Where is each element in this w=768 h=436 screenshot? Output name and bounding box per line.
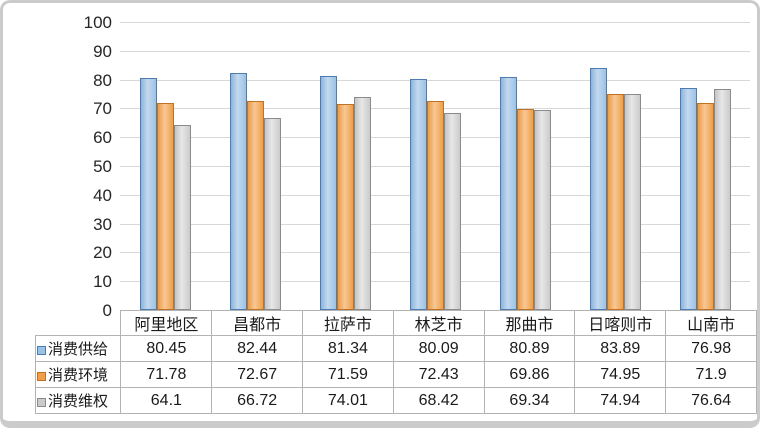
legend-cell: 消费环境 bbox=[34, 361, 122, 388]
value-cell: 69.86 bbox=[483, 361, 576, 388]
value-cell: 74.95 bbox=[574, 361, 667, 388]
value-cell: 80.89 bbox=[483, 335, 576, 362]
value-cell: 74.94 bbox=[574, 387, 667, 414]
y-tick-label: 90 bbox=[93, 42, 112, 61]
legend-series-name: 消费环境 bbox=[48, 367, 109, 384]
bar-消费供给-那曲市 bbox=[500, 77, 517, 310]
y-tick-label: 100 bbox=[83, 13, 112, 32]
table-corner-cell bbox=[36, 311, 121, 336]
bar-消费维权-拉萨市 bbox=[354, 97, 371, 310]
legend-series-name: 消费供给 bbox=[48, 341, 109, 358]
y-tick-label: 10 bbox=[93, 272, 112, 291]
value-cell: 69.34 bbox=[483, 387, 576, 414]
chart-panel: 0 10 20 30 40 50 60 70 80 90 100 阿里地区 昌都市 拉萨市 林芝市 那曲市日… bbox=[0, 0, 760, 428]
bar-消费供给-日喀则市 bbox=[590, 68, 607, 310]
bar-消费供给-山南市 bbox=[680, 88, 697, 310]
category-header-cell: 林芝市 bbox=[392, 310, 485, 336]
y-tick-label: 60 bbox=[93, 128, 112, 147]
y-tick-label: 70 bbox=[93, 99, 112, 118]
bar-消费维权-阿里地区 bbox=[174, 125, 191, 310]
value-cell: 80.45 bbox=[120, 335, 213, 362]
value-cell: 71.59 bbox=[302, 361, 394, 388]
category-header-cell: 山南市 bbox=[665, 310, 757, 336]
category-header-cell: 拉萨市 bbox=[302, 310, 394, 336]
value-cell: 72.67 bbox=[211, 361, 304, 388]
bar-消费供给-林芝市 bbox=[410, 79, 427, 310]
category-header-cell: 那曲市 bbox=[483, 310, 576, 336]
grid-line bbox=[120, 51, 750, 52]
value-cell: 76.64 bbox=[665, 387, 757, 414]
bar-消费环境-阿里地区 bbox=[157, 103, 174, 310]
legend-series-name: 消费维权 bbox=[48, 393, 109, 410]
bar-消费环境-山南市 bbox=[697, 103, 714, 310]
value-cell: 71.9 bbox=[665, 361, 757, 388]
bar-消费供给-拉萨市 bbox=[320, 76, 337, 310]
y-tick-label: 20 bbox=[93, 243, 112, 262]
plot-area: 0 10 20 30 40 50 60 70 80 90 100 bbox=[3, 3, 757, 421]
value-cell: 74.01 bbox=[302, 387, 394, 414]
legend-swatch-icon bbox=[37, 397, 46, 407]
value-cell: 83.89 bbox=[574, 335, 667, 362]
bar-消费维权-昌都市 bbox=[264, 118, 281, 310]
grid-line bbox=[120, 22, 750, 23]
category-header-cell: 阿里地区 bbox=[120, 310, 213, 336]
bar-消费维权-那曲市 bbox=[534, 110, 551, 310]
bar-消费环境-日喀则市 bbox=[607, 94, 624, 310]
value-cell: 68.42 bbox=[392, 387, 485, 414]
value-cell: 64.1 bbox=[120, 387, 213, 414]
legend-swatch-icon bbox=[37, 345, 46, 355]
bar-消费环境-那曲市 bbox=[517, 109, 534, 310]
clustered-bar-chart: 0 10 20 30 40 50 60 70 80 90 100 阿里地区 昌都市 拉萨市 林芝市 那曲市日… bbox=[3, 3, 757, 421]
value-cell: 80.09 bbox=[392, 335, 485, 362]
bar-消费环境-昌都市 bbox=[247, 101, 264, 310]
legend-swatch-icon bbox=[37, 371, 46, 381]
value-cell: 71.78 bbox=[120, 361, 213, 388]
value-cell: 72.43 bbox=[392, 361, 485, 388]
bar-消费维权-日喀则市 bbox=[624, 94, 641, 310]
y-tick-label: 30 bbox=[93, 215, 112, 234]
value-cell: 82.44 bbox=[211, 335, 304, 362]
y-tick-label: 0 bbox=[102, 301, 112, 320]
category-header-cell: 日喀则市 bbox=[574, 310, 667, 336]
table-row: 消费维权 64.1 66.72 74.01 68.42 69.34 74.94 76.64 bbox=[34, 387, 757, 414]
y-tick-label: 50 bbox=[93, 157, 112, 176]
value-cell: 81.34 bbox=[302, 335, 394, 362]
legend-cell: 消费供给 bbox=[34, 335, 122, 362]
table-row: 消费供给 80.45 82.44 81.34 80.09 80.89 83.89 76.98 bbox=[34, 335, 757, 362]
bar-消费维权-山南市 bbox=[714, 89, 731, 310]
grid-line bbox=[120, 80, 750, 81]
bar-消费环境-拉萨市 bbox=[337, 104, 354, 310]
y-tick-label: 80 bbox=[93, 71, 112, 90]
data-table: 阿里地区 昌都市 拉萨市 林芝市 那曲市 日喀则市 山南市消费供给 80.45 82.44 81.… bbox=[34, 310, 757, 414]
bar-消费环境-林芝市 bbox=[427, 101, 444, 310]
y-tick-label: 40 bbox=[93, 186, 112, 205]
table-row: 消费环境 71.78 72.67 71.59 72.43 69.86 74.95 71.9 bbox=[34, 361, 757, 388]
legend-cell: 消费维权 bbox=[34, 387, 122, 414]
table-header-row: 阿里地区 昌都市 拉萨市 林芝市 那曲市 日喀则市 山南市 bbox=[36, 310, 757, 336]
value-cell: 76.98 bbox=[665, 335, 757, 362]
value-cell: 66.72 bbox=[211, 387, 304, 414]
category-header-cell: 昌都市 bbox=[211, 310, 304, 336]
bar-消费供给-昌都市 bbox=[230, 73, 247, 310]
bar-消费供给-阿里地区 bbox=[140, 78, 157, 310]
bar-消费维权-林芝市 bbox=[444, 113, 461, 310]
